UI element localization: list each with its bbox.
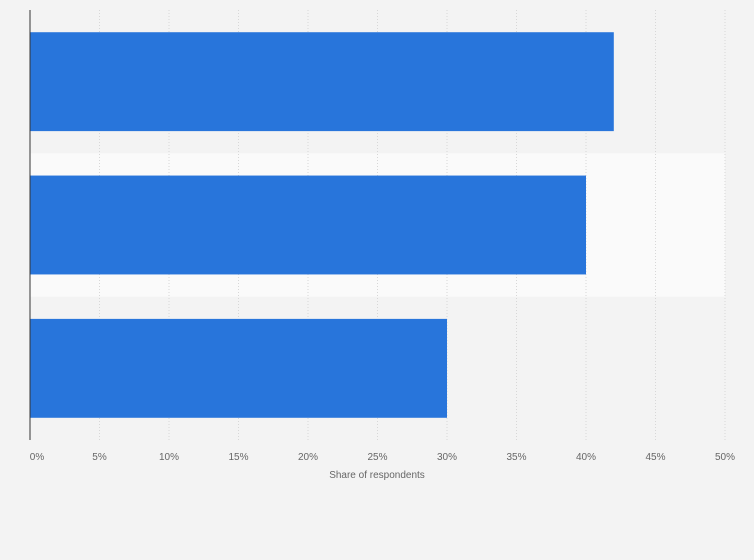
x-tick-label: 50% xyxy=(715,452,735,463)
x-tick-label: 10% xyxy=(159,452,179,463)
bar xyxy=(30,318,447,418)
bar xyxy=(30,175,586,275)
x-tick-label: 15% xyxy=(228,452,248,463)
x-tick-label: 45% xyxy=(645,452,665,463)
x-tick-label: 0% xyxy=(30,452,45,463)
x-tick-label: 20% xyxy=(298,452,318,463)
x-tick-labels: 0% 5% 10% 15% 20% 25% 30% 35% 40% 45% 50% xyxy=(30,452,735,463)
bars xyxy=(30,32,614,418)
x-tick-label: 40% xyxy=(576,452,596,463)
x-tick-label: 35% xyxy=(506,452,526,463)
x-tick-label: 25% xyxy=(367,452,387,463)
bar xyxy=(30,32,614,132)
x-tick-label: 5% xyxy=(92,452,107,463)
x-tick-label: 30% xyxy=(437,452,457,463)
x-axis-title: Share of respondents xyxy=(329,470,425,481)
